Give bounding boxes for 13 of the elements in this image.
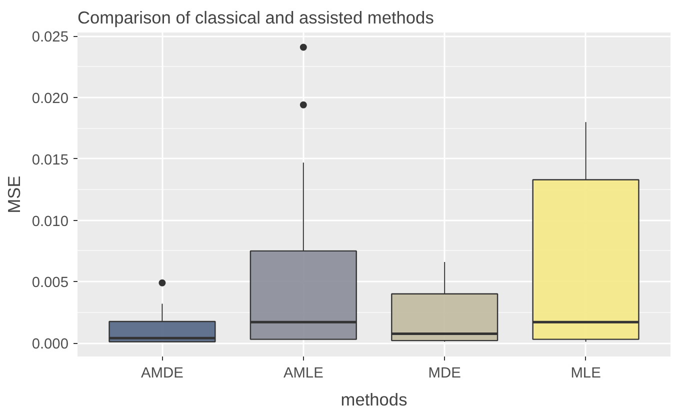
- y-tick-label: 0.015: [32, 152, 69, 168]
- chart-title: Comparison of classical and assisted methods: [78, 8, 434, 28]
- y-tick-label: 0.000: [32, 336, 69, 352]
- x-axis-title: methods: [340, 390, 408, 410]
- x-tick-label: AMDE: [141, 366, 184, 382]
- x-tick-label: MDE: [428, 366, 462, 382]
- y-tick-label: 0.025: [32, 30, 69, 46]
- y-tick-label: 0.010: [32, 214, 69, 230]
- x-tick-label: MLE: [570, 366, 602, 382]
- y-tick-label: 0.020: [32, 91, 69, 108]
- x-tick-label: AMLE: [283, 366, 324, 382]
- y-axis-title: MSE: [4, 176, 24, 214]
- y-tick-label: 0.005: [32, 275, 69, 292]
